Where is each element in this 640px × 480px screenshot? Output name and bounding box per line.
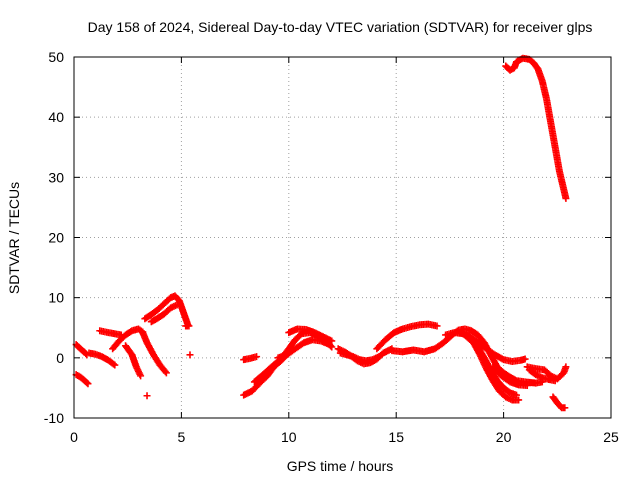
- series-track-25: [489, 363, 531, 390]
- series-track-29: [502, 54, 570, 202]
- y-tick-label: 30: [48, 169, 64, 185]
- data-point: [562, 363, 570, 371]
- series-track-01: [72, 341, 91, 359]
- x-axis-label: GPS time / hours: [287, 458, 394, 474]
- data-point: [523, 382, 531, 390]
- series-track-17: [285, 325, 336, 345]
- data-point: [498, 355, 506, 363]
- data-point: [143, 392, 151, 400]
- data-point: [521, 355, 529, 363]
- data-point: [111, 361, 119, 369]
- series-track-24: [457, 329, 529, 365]
- y-tick-label: 20: [48, 230, 64, 246]
- data-point: [110, 360, 118, 368]
- series-track-08: [141, 292, 192, 329]
- x-tick-label: 20: [496, 429, 512, 445]
- data-point: [186, 351, 194, 359]
- series-track-02: [72, 371, 92, 388]
- series-track-26: [523, 363, 570, 383]
- data-point: [162, 369, 170, 377]
- y-tick-label: 50: [48, 49, 64, 65]
- y-tick-label: -10: [44, 410, 64, 426]
- x-tick-label: 0: [70, 429, 78, 445]
- series-track-19: [334, 345, 396, 368]
- chart-title: Day 158 of 2024, Sidereal Day-to-day VTE…: [88, 19, 593, 35]
- series-track-20: [373, 320, 441, 353]
- data-point: [137, 372, 145, 380]
- data-point: [328, 337, 336, 345]
- data-point: [433, 322, 441, 330]
- data-point: [562, 194, 570, 202]
- x-tick-label: 15: [388, 429, 404, 445]
- series-track-03: [85, 349, 119, 369]
- x-tick-label: 25: [603, 429, 619, 445]
- series-track-10: [182, 322, 193, 330]
- y-tick-label: 10: [48, 290, 64, 306]
- x-tick-label: 10: [281, 429, 297, 445]
- data-point: [185, 322, 193, 330]
- series-track-07: [139, 329, 170, 377]
- data-point: [253, 353, 261, 361]
- series-track-05: [109, 325, 147, 353]
- data-points: [72, 54, 570, 412]
- data-point: [561, 404, 569, 412]
- series-track-09: [147, 301, 181, 326]
- data-point: [84, 380, 92, 388]
- y-axis-label: SDTVAR / TECUs: [6, 182, 22, 294]
- series-track-12: [186, 351, 194, 359]
- series-track-13: [240, 353, 261, 364]
- series-track-04: [96, 327, 125, 339]
- data-point: [161, 368, 169, 376]
- series-track-06: [122, 342, 145, 380]
- data-point: [83, 379, 91, 387]
- series-track-28: [549, 393, 569, 412]
- data-point: [515, 396, 523, 404]
- y-tick-label: 0: [56, 350, 64, 366]
- series-track-11: [143, 392, 151, 400]
- series-track-27: [525, 366, 559, 385]
- axis-ticks: 0 5 10 15 20 25 -10 0 10 20 30 40 50: [44, 49, 619, 445]
- data-point: [551, 377, 559, 385]
- data-point: [173, 301, 181, 309]
- grid-layer: [74, 57, 611, 418]
- y-tick-label: 40: [48, 109, 64, 125]
- x-tick-label: 5: [178, 429, 186, 445]
